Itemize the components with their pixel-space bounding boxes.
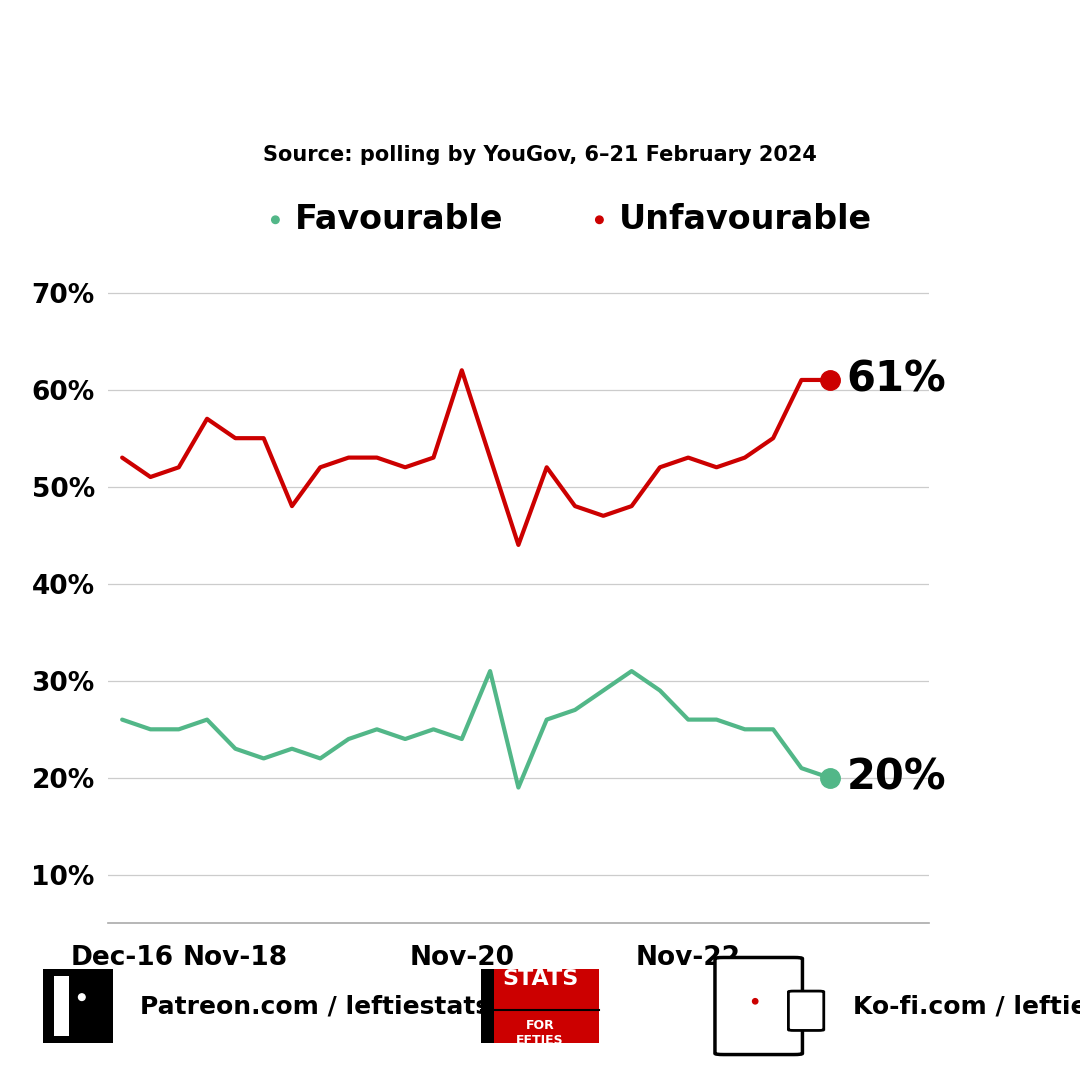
Ellipse shape	[753, 999, 758, 1004]
Text: 61%: 61%	[847, 359, 946, 401]
Text: Israel’s favourability rating in Britain is −41: Israel’s favourability rating in Britain…	[0, 43, 1080, 89]
Text: FOR
EFTIES: FOR EFTIES	[516, 1018, 564, 1047]
Text: STATS: STATS	[502, 970, 578, 989]
FancyBboxPatch shape	[788, 991, 824, 1030]
FancyBboxPatch shape	[481, 969, 494, 1043]
FancyBboxPatch shape	[481, 969, 599, 1043]
FancyBboxPatch shape	[43, 969, 113, 1043]
Ellipse shape	[79, 994, 85, 1000]
FancyBboxPatch shape	[715, 958, 802, 1054]
Text: Source: polling by YouGov, 6–21 February 2024: Source: polling by YouGov, 6–21 February…	[264, 145, 816, 165]
Text: Favourable: Favourable	[295, 203, 504, 237]
Ellipse shape	[596, 216, 603, 224]
Text: Ko-fi.com / leftiestats: Ko-fi.com / leftiestats	[853, 994, 1080, 1018]
Text: Unfavourable: Unfavourable	[619, 203, 873, 237]
Text: 20%: 20%	[847, 757, 946, 799]
Text: Patreon.com / leftiestats: Patreon.com / leftiestats	[140, 994, 490, 1018]
FancyBboxPatch shape	[54, 976, 69, 1036]
Ellipse shape	[272, 216, 279, 224]
